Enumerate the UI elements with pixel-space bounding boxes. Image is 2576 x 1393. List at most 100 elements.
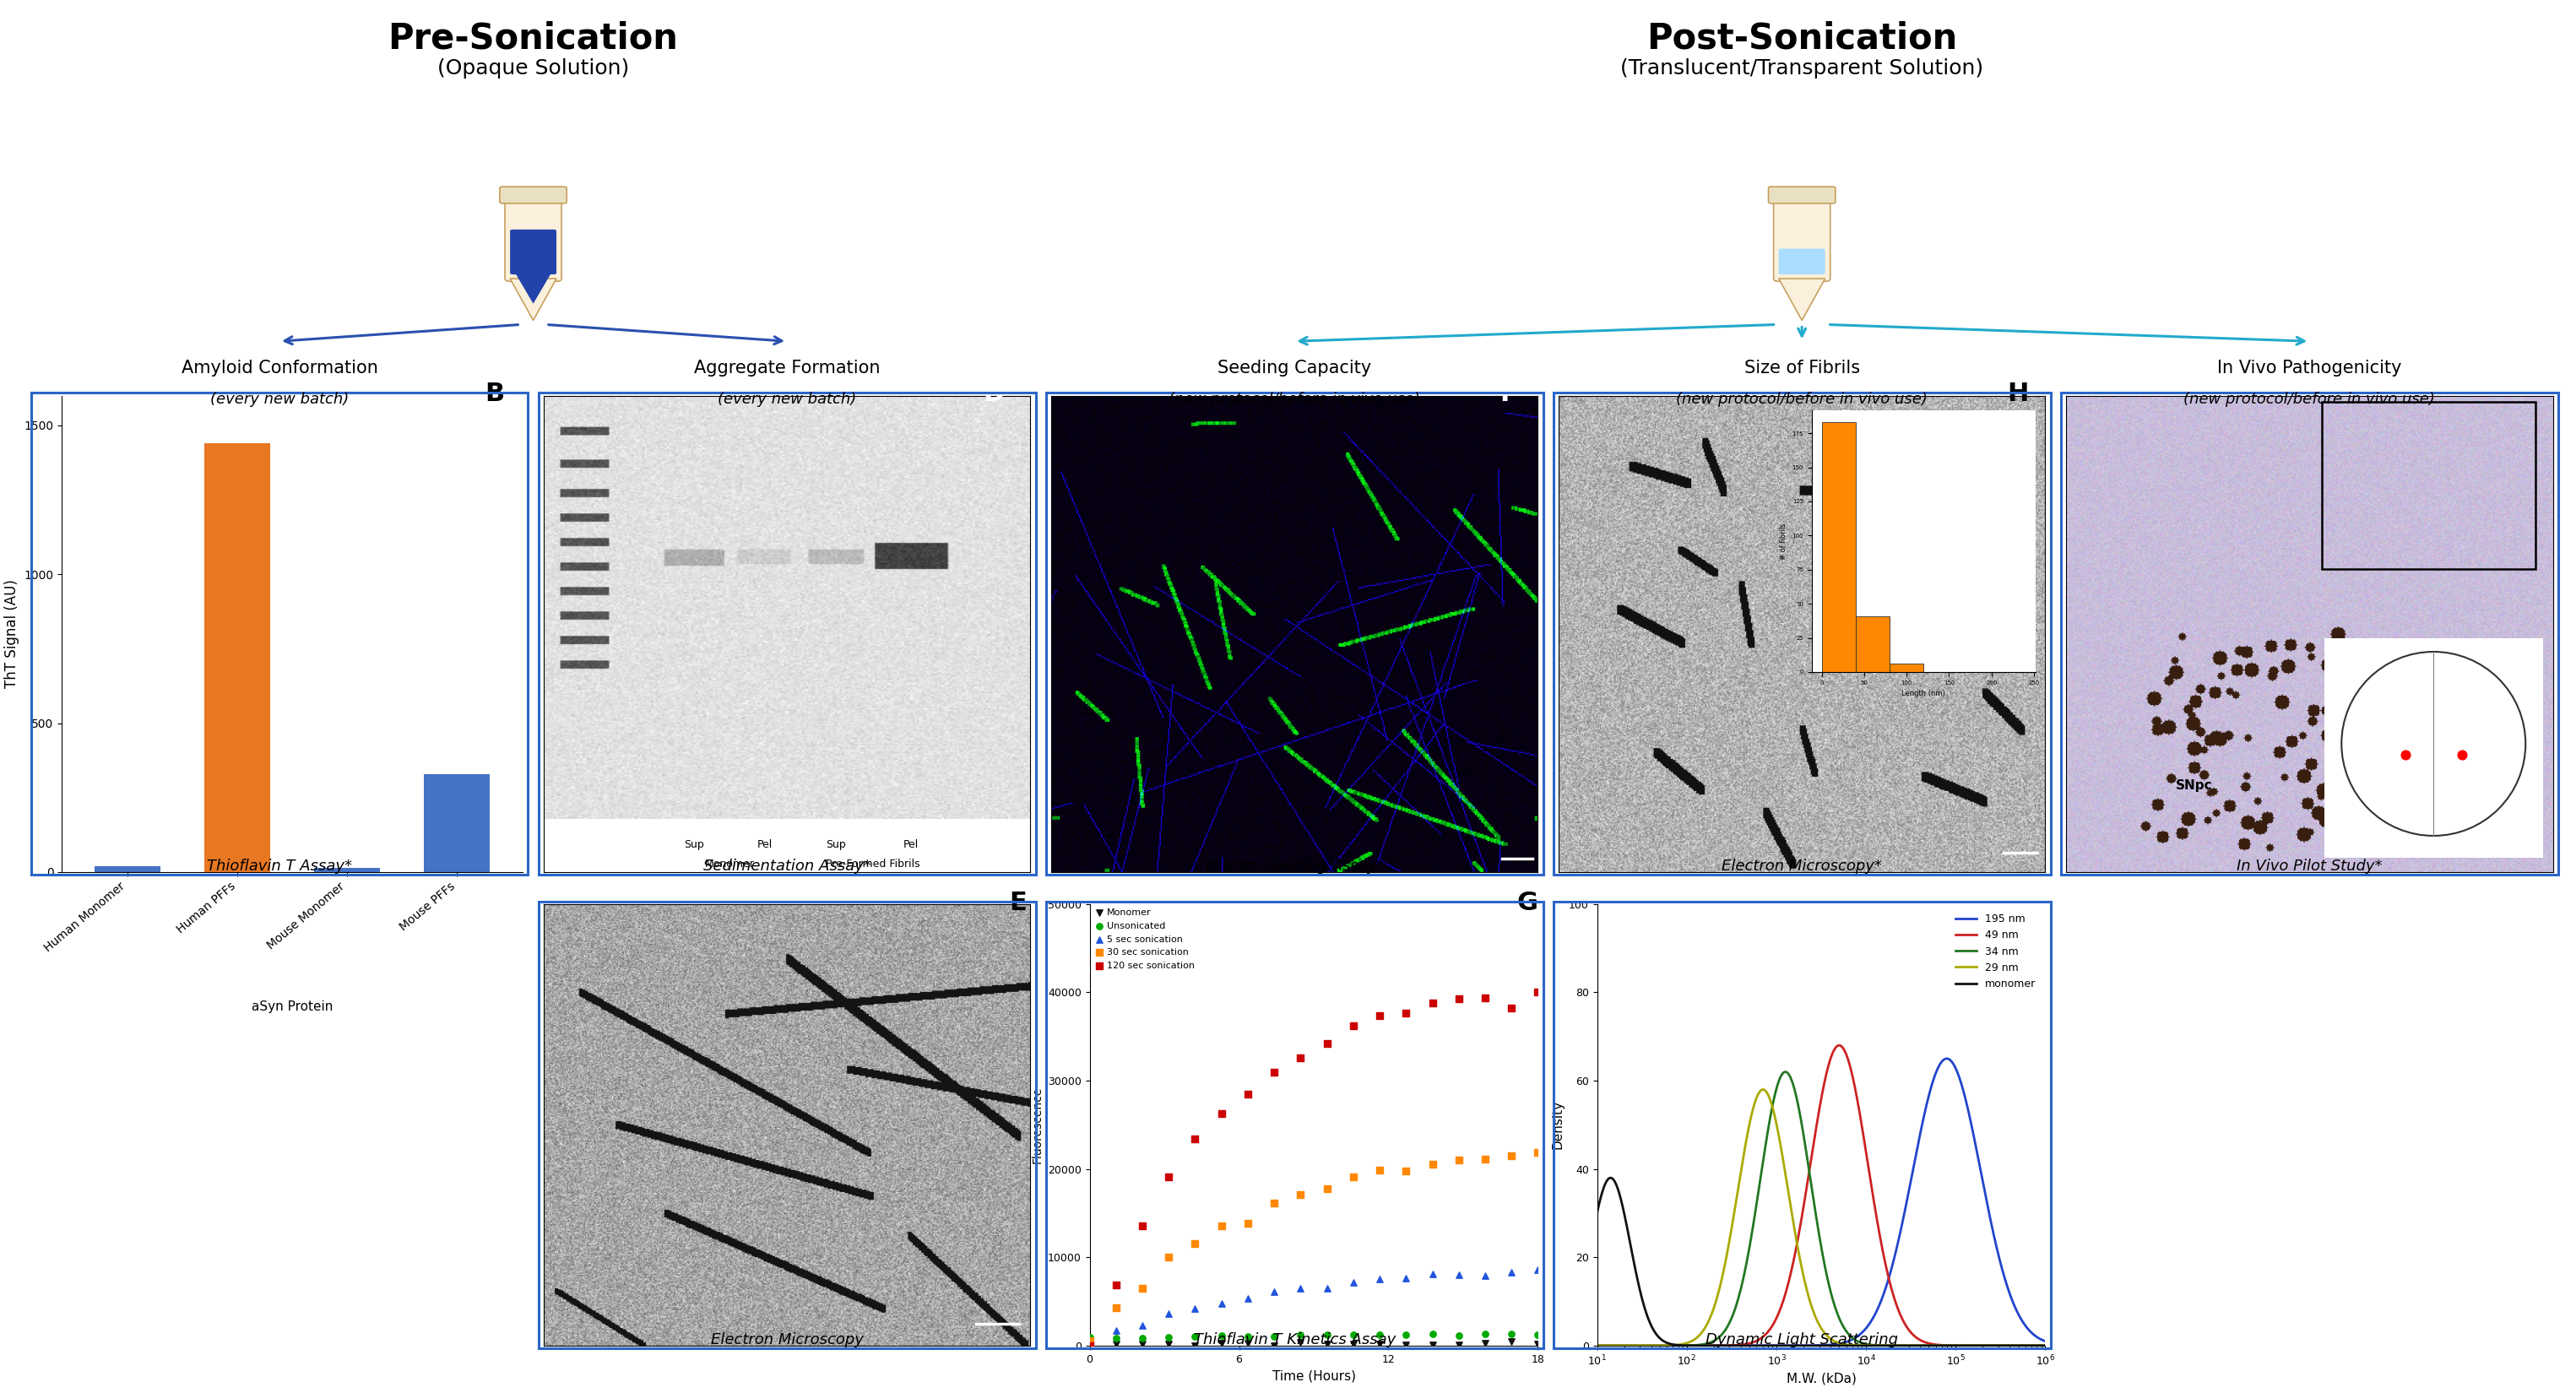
Text: Electron Microscopy: Electron Microscopy <box>711 1332 863 1347</box>
Text: VTA: VTA <box>2396 779 2424 791</box>
Text: Thioflavin T Kinetics Assay: Thioflavin T Kinetics Assay <box>1193 1332 1396 1347</box>
120 sec sonication <box>1255 1061 1296 1084</box>
Bar <box>204 443 270 872</box>
Bar <box>95 866 160 872</box>
Unsonicated <box>1149 1326 1190 1348</box>
Text: (Translucent/Transparent Solution): (Translucent/Transparent Solution) <box>1620 59 1984 79</box>
monomer <box>2017 1337 2048 1354</box>
120 sec sonication <box>1069 1334 1110 1357</box>
Monomer <box>1200 1332 1242 1354</box>
5 sec sonication <box>1466 1265 1507 1287</box>
30 sec sonication <box>1492 1145 1533 1167</box>
120 sec sonication <box>1386 1002 1427 1024</box>
5 sec sonication <box>1121 1314 1162 1336</box>
120 sec sonication <box>1332 1014 1373 1036</box>
Y-axis label: Density: Density <box>1551 1100 1564 1149</box>
Monomer <box>1466 1332 1507 1354</box>
Text: Post-Sonication: Post-Sonication <box>1646 21 1958 56</box>
49 nm <box>2017 1337 2048 1354</box>
Text: D: D <box>984 382 1005 405</box>
Monomer <box>1437 1334 1479 1357</box>
Text: Amyloid Conformation: Amyloid Conformation <box>180 359 379 376</box>
Legend: 195 nm, 49 nm, 34 nm, 29 nm, monomer: 195 nm, 49 nm, 34 nm, 29 nm, monomer <box>1950 910 2040 993</box>
Polygon shape <box>515 273 551 304</box>
120 sec sonication <box>1466 986 1507 1009</box>
29 nm <box>1605 1337 1636 1354</box>
30 sec sonication <box>1200 1215 1242 1237</box>
Text: aSyn Protein: aSyn Protein <box>252 1000 332 1013</box>
49 nm <box>1788 1201 1819 1217</box>
Unsonicated <box>1095 1328 1136 1350</box>
120 sec sonication <box>1280 1046 1321 1068</box>
Unsonicated <box>1306 1323 1347 1346</box>
Text: Dynamic Light Scattering: Dynamic Light Scattering <box>1705 1332 1899 1347</box>
Unsonicated <box>1280 1323 1321 1346</box>
34 nm <box>1582 1337 1613 1354</box>
Y-axis label: p-α-syn/Neurofilament: p-α-syn/Neurofilament <box>1038 574 1048 694</box>
Monomer <box>1306 1333 1347 1355</box>
34 nm <box>2017 1337 2048 1354</box>
Monomer <box>1175 1334 1216 1357</box>
Text: In Vivo Pilot Study*: In Vivo Pilot Study* <box>2236 858 2383 873</box>
29 nm <box>1788 1268 1819 1284</box>
5 sec sonication <box>1517 1259 1558 1282</box>
Bar <box>425 773 489 872</box>
monomer <box>2017 1337 2048 1354</box>
195 nm <box>1801 1337 1832 1354</box>
29 nm <box>2017 1337 2048 1354</box>
Unsonicated <box>1437 1325 1479 1347</box>
29 nm <box>1582 1337 1613 1354</box>
120 sec sonication <box>1226 1084 1267 1106</box>
30 sec sonication <box>1386 1160 1427 1183</box>
FancyBboxPatch shape <box>510 230 556 274</box>
Text: In Vivo Pathogenicity: In Vivo Pathogenicity <box>2218 359 2401 376</box>
Text: Thioflavin T Assay*: Thioflavin T Assay* <box>206 858 353 873</box>
30 sec sonication <box>1437 1149 1479 1172</box>
FancyBboxPatch shape <box>1772 199 1832 281</box>
120 sec sonication <box>1517 981 1558 1003</box>
monomer <box>1801 1337 1832 1354</box>
34 nm <box>1935 1337 1965 1354</box>
Legend: Monomer, Unsonicated, 5 sec sonication, 30 sec sonication, 120 sec sonication: Monomer, Unsonicated, 5 sec sonication, … <box>1095 908 1195 970</box>
Unsonicated <box>1255 1326 1296 1348</box>
5 sec sonication <box>1306 1277 1347 1300</box>
Text: Electron Microscopy*: Electron Microscopy* <box>1721 858 1883 873</box>
30 sec sonication <box>1517 1141 1558 1163</box>
Monomer <box>1360 1333 1401 1355</box>
Line: 49 nm: 49 nm <box>1597 1045 2045 1346</box>
49 nm <box>2030 1337 2061 1354</box>
Text: Seeding Capacity: Seeding Capacity <box>1218 359 1370 376</box>
120 sec sonication <box>1095 1273 1136 1295</box>
monomer <box>1605 1188 1636 1205</box>
30 sec sonication <box>1175 1231 1216 1254</box>
29 nm <box>2017 1337 2048 1354</box>
Monomer <box>1492 1330 1533 1353</box>
Y-axis label: Fluorescence: Fluorescence <box>1030 1087 1043 1163</box>
34 nm <box>1605 1337 1636 1354</box>
FancyBboxPatch shape <box>1777 249 1824 274</box>
Monomer <box>1332 1333 1373 1355</box>
Monomer <box>1255 1334 1296 1357</box>
Text: E: E <box>1010 890 1025 915</box>
monomer <box>2030 1337 2061 1354</box>
Monomer <box>1121 1333 1162 1355</box>
Text: Pre-Sonication: Pre-Sonication <box>389 21 677 56</box>
5 sec sonication <box>1095 1319 1136 1341</box>
Text: (Opaque Solution): (Opaque Solution) <box>438 59 629 79</box>
Text: Size of Fibrils: Size of Fibrils <box>1744 359 1860 376</box>
Bar <box>2321 403 2535 568</box>
Line: monomer: monomer <box>1597 1178 2045 1346</box>
30 sec sonication <box>1069 1329 1110 1351</box>
30 sec sonication <box>1412 1153 1453 1176</box>
Y-axis label: ThT Signal (AU): ThT Signal (AU) <box>5 579 18 688</box>
195 nm <box>1935 1052 1965 1068</box>
Monomer <box>1517 1333 1558 1355</box>
Text: F: F <box>1499 382 1517 405</box>
Unsonicated <box>1069 1326 1110 1348</box>
5 sec sonication <box>1149 1302 1190 1325</box>
Monomer <box>1069 1333 1110 1355</box>
Text: H: H <box>2007 382 2030 405</box>
FancyBboxPatch shape <box>500 187 567 203</box>
Text: B: B <box>484 382 505 405</box>
195 nm <box>1605 1337 1636 1354</box>
